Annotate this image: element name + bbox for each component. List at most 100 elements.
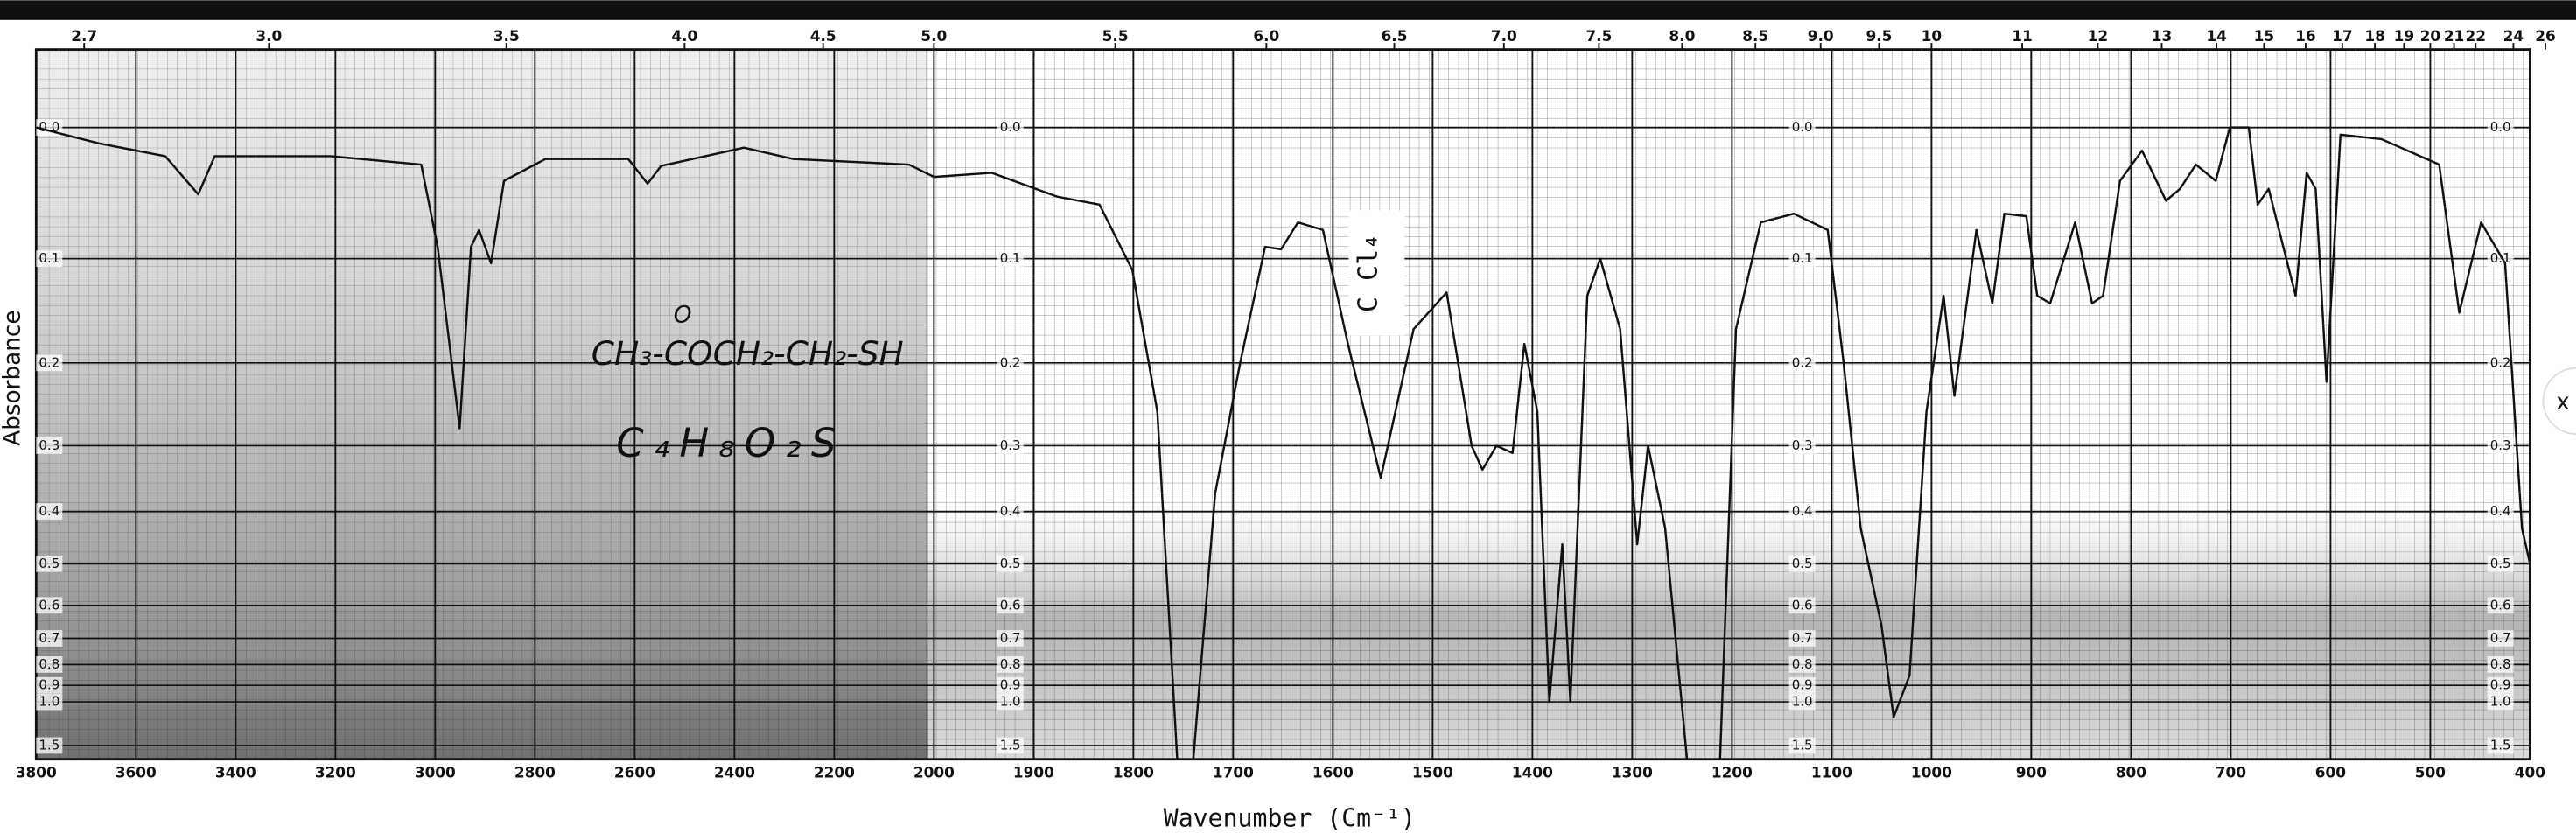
y-tick-label: 0.9 xyxy=(2490,677,2511,693)
x-tick-label: 1800 xyxy=(1113,763,1154,780)
annotation-box xyxy=(1348,210,1405,336)
y-tick-bg xyxy=(1788,503,1816,521)
y-tick-label: 0.1 xyxy=(2490,250,2511,266)
top-tick-label: 5.5 xyxy=(1102,27,1129,45)
y-tick-bg xyxy=(1788,693,1816,710)
y-tick-label: 0.3 xyxy=(1792,438,1813,453)
y-tick-label: 0.6 xyxy=(1000,597,1021,612)
y-tick-label: 0.2 xyxy=(38,354,60,370)
x-tick-label: 2000 xyxy=(914,763,955,780)
y-axis-label: Absorbance xyxy=(0,311,26,446)
y-tick-bg xyxy=(36,438,63,454)
y-tick-label: 1.5 xyxy=(1792,737,1813,752)
y-tick-label: 1.0 xyxy=(1000,694,1021,710)
top-tick-label: 3.0 xyxy=(256,27,282,45)
top-tick-label: 3.5 xyxy=(494,27,520,45)
top-tick-label: 10 xyxy=(1922,27,1942,45)
x-tick-label: 1900 xyxy=(1013,763,1054,780)
y-tick-bg xyxy=(2487,693,2514,710)
x-tick-label: 800 xyxy=(2116,763,2146,780)
y-tick-label: 0.6 xyxy=(38,597,60,612)
y-tick-label: 0.7 xyxy=(38,630,60,646)
x-tick-label: 1200 xyxy=(1712,763,1753,780)
y-tick-label: 1.0 xyxy=(38,694,60,710)
y-tick-bg xyxy=(997,737,1024,754)
top-tick-label: 14 xyxy=(2206,27,2226,45)
y-tick-bg xyxy=(2487,119,2514,136)
y-tick-bg xyxy=(2487,656,2514,673)
y-tick-label: 0.7 xyxy=(1000,630,1021,646)
top-tick-label: 22 xyxy=(2466,27,2486,45)
y-tick-bg xyxy=(1788,676,1816,694)
y-tick-label: 1.0 xyxy=(2490,694,2511,710)
y-tick-label: 0.9 xyxy=(1000,677,1021,693)
y-tick-bg xyxy=(2487,597,2514,614)
y-tick-label: 0.2 xyxy=(2490,354,2511,370)
y-tick-label: 0.7 xyxy=(2490,630,2511,646)
top-tick-label: 7.5 xyxy=(1586,27,1612,45)
y-tick-bg xyxy=(2487,354,2514,372)
top-tick-label: 12 xyxy=(2088,27,2108,45)
y-tick-label: 0.0 xyxy=(1792,119,1813,135)
top-tick-label: 15 xyxy=(2254,27,2274,45)
x-tick-label: 1700 xyxy=(1213,763,1254,780)
y-tick-bg xyxy=(997,250,1024,268)
y-tick-bg xyxy=(36,597,63,614)
y-tick-label: 0.3 xyxy=(38,438,60,453)
x-tick-label: 3200 xyxy=(315,763,356,780)
y-tick-label: 0.8 xyxy=(1792,656,1813,672)
x-axis-label: Wavenumber (Cm⁻¹) xyxy=(1164,804,1416,833)
y-tick-bg xyxy=(2487,737,2514,754)
x-tick-label: 3800 xyxy=(16,763,57,780)
y-tick-label: 0.9 xyxy=(38,677,60,693)
y-tick-label: 1.5 xyxy=(38,737,60,752)
y-tick-label: 0.8 xyxy=(2490,656,2511,672)
top-tick-label: 4.5 xyxy=(810,27,836,45)
y-tick-label: 0.5 xyxy=(1792,556,1813,571)
y-tick-bg xyxy=(36,250,63,268)
x-tick-label: 2800 xyxy=(514,763,556,780)
top-tick-label: 11 xyxy=(2012,27,2032,45)
x-tick-label: 2400 xyxy=(714,763,755,780)
top-tick-label: 8.5 xyxy=(1742,27,1768,45)
top-tick-label: 18 xyxy=(2364,27,2384,45)
top-tick-label: 19 xyxy=(2394,27,2414,45)
top-tick-label: 26 xyxy=(2535,27,2555,45)
x-tick-label: 900 xyxy=(2016,763,2047,780)
y-tick-bg xyxy=(997,503,1024,521)
y-tick-label: 0.1 xyxy=(38,250,60,266)
top-tick-label: 5.0 xyxy=(920,27,947,45)
y-tick-label: 0.4 xyxy=(1792,503,1813,519)
annotation: C₄H₈O₂S xyxy=(616,420,845,466)
annotation: O xyxy=(674,302,692,328)
top-tick-label: 6.5 xyxy=(1382,27,1408,45)
y-tick-bg xyxy=(1788,438,1816,454)
y-tick-label: 0.0 xyxy=(1000,119,1021,135)
annotation: CH₃-COCH₂-CH₂-SH xyxy=(592,334,904,373)
y-tick-label: 0.4 xyxy=(38,503,60,519)
y-tick-bg xyxy=(997,597,1024,614)
y-tick-bg xyxy=(36,737,63,754)
top-tick-label: 17 xyxy=(2332,27,2352,45)
x-tick-label: 400 xyxy=(2515,763,2545,780)
close-button[interactable]: x xyxy=(2542,367,2576,435)
y-tick-bg xyxy=(36,555,63,572)
y-tick-bg xyxy=(36,503,63,521)
top-tick-label: 9.5 xyxy=(1866,27,1892,45)
x-tick-label: 3600 xyxy=(116,763,157,780)
y-tick-label: 0.5 xyxy=(38,556,60,571)
top-tick-label: 20 xyxy=(2420,27,2440,45)
y-tick-label: 0.2 xyxy=(1000,354,1021,370)
y-tick-bg xyxy=(2487,438,2514,454)
close-button-label: x xyxy=(2556,389,2570,416)
y-tick-label: 0.1 xyxy=(1000,250,1021,266)
y-tick-label: 0.3 xyxy=(2490,438,2511,453)
left-shading xyxy=(36,49,928,760)
y-tick-label: 0.4 xyxy=(1000,503,1021,519)
top-tick-label: 2.7 xyxy=(71,27,97,45)
y-tick-bg xyxy=(1788,597,1816,614)
y-tick-bg xyxy=(2487,676,2514,694)
y-tick-label: 0.3 xyxy=(1000,438,1021,453)
x-tick-label: 1300 xyxy=(1612,763,1653,780)
